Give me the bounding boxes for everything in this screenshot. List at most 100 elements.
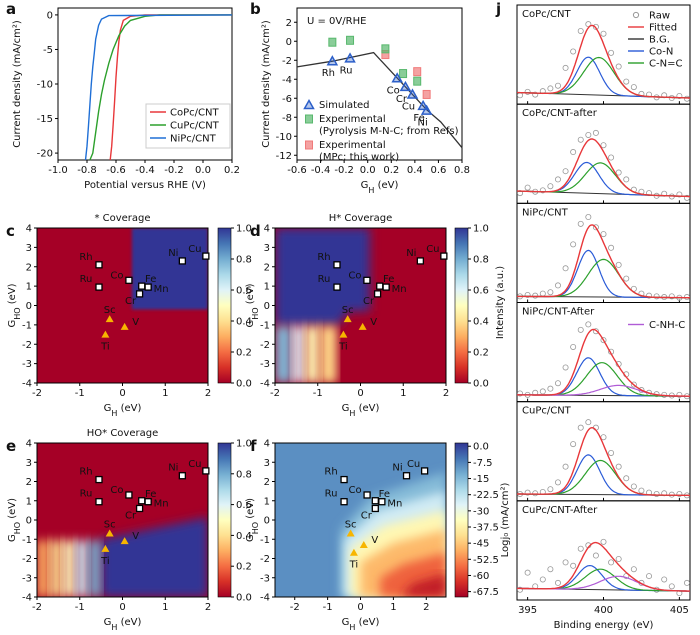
colorbar-tick-label: 0.6 (236, 286, 252, 297)
heatmap (275, 228, 446, 383)
square-marker (382, 283, 390, 291)
x-tick-label: -0.6 (106, 165, 126, 176)
panel-title: NiPc/CNT (522, 207, 569, 218)
raw-point (570, 343, 577, 350)
panel-label: d (250, 222, 261, 240)
point-label: Rh (317, 252, 330, 263)
x-axis-label-part: G (104, 617, 112, 628)
y-tick-label: -4 (260, 379, 270, 390)
legend-label: C-NH-C (649, 320, 685, 331)
y-tick-label: -1 (260, 320, 270, 331)
y-tick-label: -2 (22, 340, 32, 351)
y-tick-label: 3 (264, 243, 270, 254)
raw-point (554, 282, 561, 289)
y-tick-label: 1 (264, 282, 270, 293)
point-label: Ti (100, 556, 110, 567)
raw-point (608, 154, 615, 161)
point-label: V (370, 317, 377, 328)
x-axis-label-part: H (111, 409, 117, 418)
point-label: V (132, 531, 139, 542)
raw-point (577, 545, 584, 552)
raw-point (570, 149, 577, 156)
square-marker (135, 290, 144, 298)
square-marker (95, 498, 103, 506)
raw-point (539, 576, 546, 583)
legend-swatch (305, 114, 313, 124)
colorbar-tick-label: -37.5 (473, 523, 499, 534)
heatmap (275, 443, 446, 597)
square-marker (440, 252, 448, 260)
y-axis-label-part: G (7, 534, 18, 542)
fitted-curve (516, 24, 690, 99)
raw-point (661, 576, 668, 583)
triangle-marker (358, 322, 367, 330)
raw-point (570, 241, 577, 248)
square-marker (402, 472, 411, 480)
raw-point (638, 487, 645, 494)
colorbar-tick-label: 0.2 (236, 348, 252, 359)
point-label: Co (349, 485, 362, 496)
x-axis-label-part: H (368, 186, 374, 195)
raw-point (600, 231, 607, 238)
x-tick-label: -1.0 (48, 165, 68, 176)
colorbar-tick-label: -45 (473, 539, 489, 550)
point-label: Fe (383, 274, 394, 285)
y-axis-label-part: (eV) (245, 498, 256, 522)
raw-point (615, 555, 622, 562)
square-marker (371, 497, 379, 505)
legend-label: C-N=C (649, 59, 682, 70)
y-tick-label: -20 (37, 149, 53, 160)
fitted-curve (517, 541, 690, 592)
point-label: Cr (125, 296, 137, 307)
raw-point (592, 23, 599, 30)
raw-point (570, 441, 577, 448)
legend-label: Experimental (319, 140, 386, 151)
y-tick-label: -10 (276, 132, 292, 143)
point-label: Fe (145, 489, 156, 500)
y-axis-label-part: (eV) (7, 283, 18, 307)
y-axis-label-part: HO (251, 522, 260, 534)
heatmap-region (131, 228, 208, 310)
triangle-marker (406, 88, 419, 99)
y-axis-label: GHO (eV) (245, 283, 260, 327)
square-marker (144, 498, 152, 506)
legend-label: CoPc/CNT (170, 108, 219, 119)
heatmap-region (88, 540, 102, 597)
colorbar-tick-label: 0.6 (473, 286, 489, 297)
y-tick-label: 1 (26, 496, 32, 507)
raw-point (600, 538, 607, 545)
heatmap-region (292, 325, 305, 383)
raw-point (608, 244, 615, 251)
square-marker (413, 76, 422, 86)
square-marker (340, 475, 348, 484)
colorbar-tick-label: 0.2 (473, 348, 489, 359)
panel-label: a (6, 0, 16, 18)
raw-point (646, 573, 653, 580)
x-tick-label: 0 (357, 388, 363, 399)
triangle-marker (399, 80, 412, 92)
x-tick-label: -2 (290, 602, 300, 613)
heatmap-region (62, 540, 76, 597)
y-tick-label: -2 (260, 554, 270, 565)
raw-point (570, 562, 577, 569)
x-tick-label: -2 (270, 388, 280, 399)
x-tick-label: 1 (390, 602, 396, 613)
raw-point (608, 49, 615, 56)
legend-label: Co-N (649, 47, 673, 58)
raw-point (554, 479, 561, 486)
y-axis-label-part: HO (13, 522, 22, 534)
square-marker (144, 283, 152, 291)
y-axis-label-part: G (7, 320, 18, 328)
raw-point (547, 85, 554, 92)
x-tick-label: -2 (32, 602, 42, 613)
raw-point (653, 293, 660, 300)
x-tick-label: 395 (518, 605, 537, 616)
square-marker (416, 257, 425, 265)
raw-point (577, 136, 584, 143)
point-label: Mn (387, 499, 402, 510)
y-tick-label: -3 (260, 573, 270, 584)
y-tick-label: -1 (22, 535, 32, 546)
panel-title: H* Coverage (329, 213, 393, 224)
point-label: Cr (396, 94, 408, 105)
raw-point (585, 321, 592, 328)
